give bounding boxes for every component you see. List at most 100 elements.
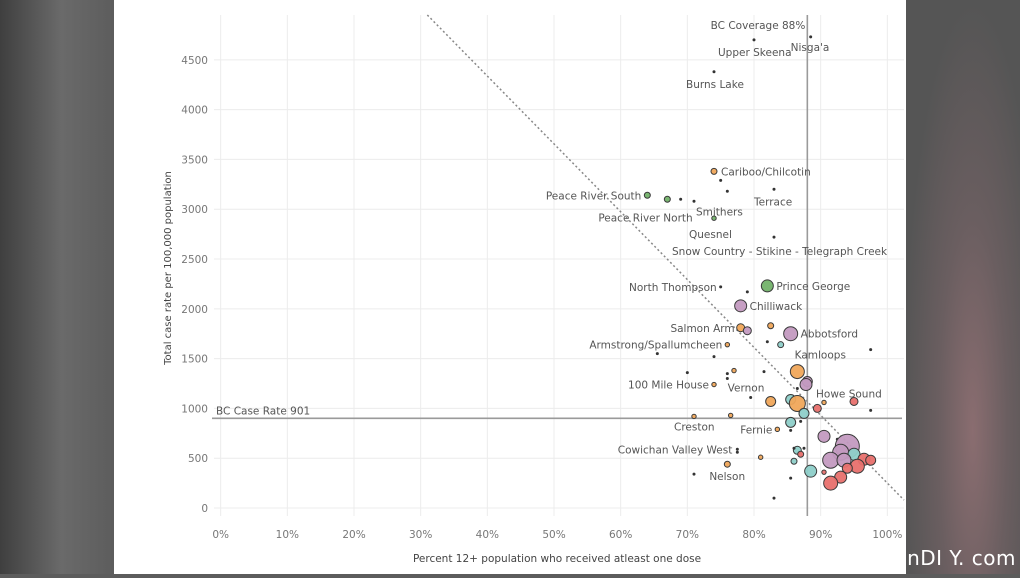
scatter-point <box>841 462 853 474</box>
scatter-point <box>795 387 799 391</box>
scatter-point <box>692 199 696 203</box>
scatter-point <box>760 279 774 293</box>
scatter-point <box>734 299 748 313</box>
scatter-point <box>869 408 873 412</box>
scatter-point <box>765 395 777 407</box>
x-tick-label: 50% <box>542 529 565 541</box>
y-tick-label: 4500 <box>181 55 208 67</box>
data-points <box>643 35 877 500</box>
scatter-point <box>772 496 776 500</box>
y-tick-label: 3000 <box>181 204 208 216</box>
scatter-point <box>757 454 764 460</box>
scatter-point <box>783 326 799 342</box>
scatter-point <box>822 451 840 469</box>
point-label: Howe Sound <box>816 389 882 401</box>
point-label: Abbotsford <box>801 329 858 341</box>
point-label: Creston <box>674 421 715 433</box>
point-label: Burns Lake <box>686 79 744 91</box>
y-tick-label: 3500 <box>181 154 208 166</box>
point-label: Salmon Arm <box>670 323 734 335</box>
scatter-point <box>725 377 729 381</box>
x-tick-label: 100% <box>872 529 902 541</box>
scatter-point <box>812 403 822 413</box>
point-label: Smithers <box>696 206 743 218</box>
y-tick-label: 2000 <box>181 304 208 316</box>
scatter-point <box>724 341 731 348</box>
x-tick-label: 60% <box>609 529 632 541</box>
scatter-point <box>712 355 716 359</box>
point-label: Vernon <box>728 382 765 394</box>
scatter-point <box>765 340 769 344</box>
scatter-point <box>735 450 739 454</box>
point-label: Chilliwack <box>750 301 803 313</box>
scatter-point <box>774 426 781 433</box>
x-axis-title: Percent 12+ population who received atle… <box>413 553 701 565</box>
scatter-point <box>789 364 805 380</box>
scatter-point <box>797 450 805 458</box>
point-label: Prince George <box>776 281 850 293</box>
scatter-point <box>799 419 803 423</box>
scatter-point <box>752 38 756 42</box>
y-tick-label: 500 <box>188 453 208 465</box>
scatter-point <box>849 396 859 406</box>
backdrop-blur-right <box>902 0 1020 574</box>
scatter-point <box>772 235 776 239</box>
scatter-point <box>790 457 798 465</box>
y-tick-label: 2500 <box>181 254 208 266</box>
y-axis-title: Total case rate per 100,000 population <box>163 171 174 366</box>
point-label: Terrace <box>753 196 792 208</box>
scatter-point <box>798 407 810 419</box>
y-axis-ticks: 0 500 1000 1500 2000 2500 3000 3500 4000 4500 <box>181 55 208 515</box>
scatter-point <box>691 413 697 420</box>
scatter-point <box>785 416 797 428</box>
scatter-point <box>869 348 873 352</box>
scatter-point <box>725 189 729 193</box>
scatter-point <box>725 372 729 376</box>
scatter-point <box>711 381 717 388</box>
point-label: Upper Skeena <box>718 47 792 59</box>
x-axis-ticks: 0% 10% 20% 30% 40% 50% 60% 70% 80% 90% 100% <box>212 529 902 541</box>
scatter-point <box>817 429 831 443</box>
scatter-point <box>865 454 877 466</box>
scatter-point <box>745 290 749 294</box>
scatter-point <box>804 464 818 478</box>
y-tick-label: 4000 <box>181 105 208 117</box>
y-tick-label: 1000 <box>181 403 208 415</box>
scatter-point <box>643 191 651 199</box>
scatter-point <box>788 394 806 412</box>
scatter-point <box>792 446 796 450</box>
scatter-point <box>742 326 752 336</box>
scatter-point <box>723 460 731 468</box>
scatter-point <box>731 367 737 374</box>
scatter-point <box>821 399 827 406</box>
scatter-point <box>719 178 723 182</box>
scatter-chart: BC Coverage 88% BC Case Rate 901 0% 10% 20… <box>163 14 905 565</box>
scatter-point <box>663 195 671 203</box>
scatter-point <box>777 341 785 349</box>
scatter-point <box>762 370 766 374</box>
x-tick-label: 40% <box>476 529 499 541</box>
scatter-point <box>809 35 813 39</box>
point-label: Kamloops <box>795 350 846 362</box>
x-tick-label: 20% <box>342 529 365 541</box>
scatter-point <box>679 197 683 201</box>
scatter-point <box>655 352 659 356</box>
x-tick-label: 70% <box>676 529 699 541</box>
scatter-point <box>711 215 717 221</box>
point-label: Nelson <box>709 471 745 483</box>
scatter-point <box>789 476 793 480</box>
point-labels: Upper Skeena Nisga'a Burns Lake Cariboo/Chi… <box>546 42 888 483</box>
y-tick-label: 0 <box>201 503 208 515</box>
scatter-point <box>802 446 806 450</box>
scatter-point <box>749 395 753 399</box>
scatter-point <box>719 285 723 289</box>
y-tick-label: 1500 <box>181 354 208 366</box>
x-tick-label: 10% <box>276 529 299 541</box>
scatter-point <box>772 187 776 191</box>
trend-line <box>426 14 905 501</box>
scatter-point <box>821 469 827 475</box>
point-label: Armstrong/Spallumcheen <box>589 340 722 352</box>
coverage-label: BC Coverage 88% <box>711 20 806 32</box>
point-label: Quesnel <box>689 229 732 241</box>
x-tick-label: 80% <box>742 529 765 541</box>
